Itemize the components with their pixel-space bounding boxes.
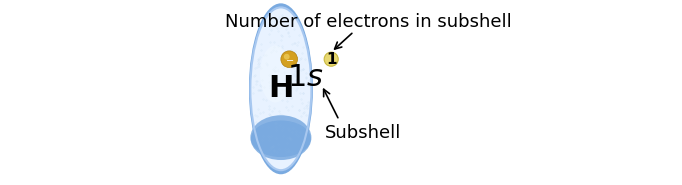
Ellipse shape — [250, 115, 312, 160]
Text: Number of electrons in subshell: Number of electrons in subshell — [225, 13, 512, 31]
Text: H: H — [268, 74, 293, 103]
Ellipse shape — [251, 120, 311, 157]
Circle shape — [281, 51, 297, 68]
Ellipse shape — [260, 46, 291, 102]
Circle shape — [324, 52, 338, 66]
Text: $1s$: $1s$ — [287, 63, 324, 92]
Text: Subshell: Subshell — [325, 124, 402, 142]
Circle shape — [284, 54, 290, 60]
Ellipse shape — [249, 3, 313, 174]
Text: $-$: $-$ — [284, 54, 294, 64]
Text: 1: 1 — [326, 52, 336, 67]
Ellipse shape — [250, 7, 312, 170]
